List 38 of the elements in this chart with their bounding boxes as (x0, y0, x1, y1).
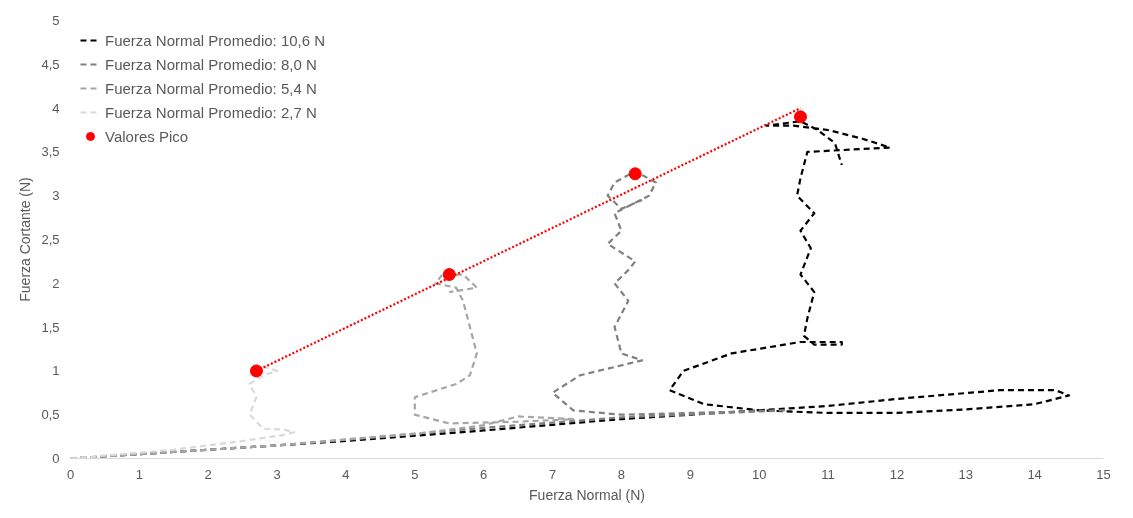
y-tick-label: 2 (52, 275, 60, 291)
x-tick-label: 2 (204, 466, 212, 482)
y-tick-label: 4,5 (41, 56, 60, 72)
y-tick-label: 4 (52, 100, 60, 116)
x-tick-label: 3 (273, 466, 281, 482)
x-tick-label: 4 (342, 466, 350, 482)
x-tick-label: 10 (751, 466, 767, 482)
x-tick-label: 13 (958, 466, 974, 482)
legend-label: Valores Pico (105, 127, 189, 145)
x-tick-label: 6 (480, 466, 488, 482)
point (628, 167, 642, 181)
point (249, 364, 263, 378)
point (793, 110, 807, 124)
y-tick-label: 0,5 (41, 407, 60, 423)
y-tick-label: 2,5 (41, 232, 60, 247)
x-tick-label: 15 (1096, 466, 1111, 482)
y-tick-label: 1 (52, 363, 60, 379)
x-tick-label: 12 (889, 466, 905, 482)
point (442, 268, 456, 282)
x-tick-label: 14 (1027, 466, 1042, 482)
x-tick-label: 11 (821, 466, 835, 482)
x-tick-label: 5 (411, 466, 419, 482)
legend-label: Fuerza Normal Promedio: 8,0 N (105, 55, 317, 73)
x-tick-label: 9 (686, 466, 694, 482)
x-tick-label: 0 (66, 466, 75, 482)
y-tick-label: 1,5 (41, 319, 60, 335)
legend-label: Fuerza Normal Promedio: 10,6 N (105, 31, 326, 49)
y-tick-label: 3 (52, 188, 60, 204)
y-tick-label: 5 (52, 13, 60, 28)
legend-label: Fuerza Normal Promedio: 2,7 N (105, 103, 317, 121)
legend-label: Fuerza Normal Promedio: 5,4 N (105, 79, 317, 97)
y-tick-label: 3,5 (41, 144, 60, 160)
x-axis-title: Fuerza Normal (N) (529, 486, 645, 503)
x-tick-label: 1 (135, 466, 143, 482)
x-tick-label: 7 (548, 466, 557, 482)
y-tick-label: 0 (52, 451, 60, 466)
y-axis-title: Fuerza Cortante (N) (17, 177, 34, 302)
x-tick-label: 8 (617, 466, 626, 482)
